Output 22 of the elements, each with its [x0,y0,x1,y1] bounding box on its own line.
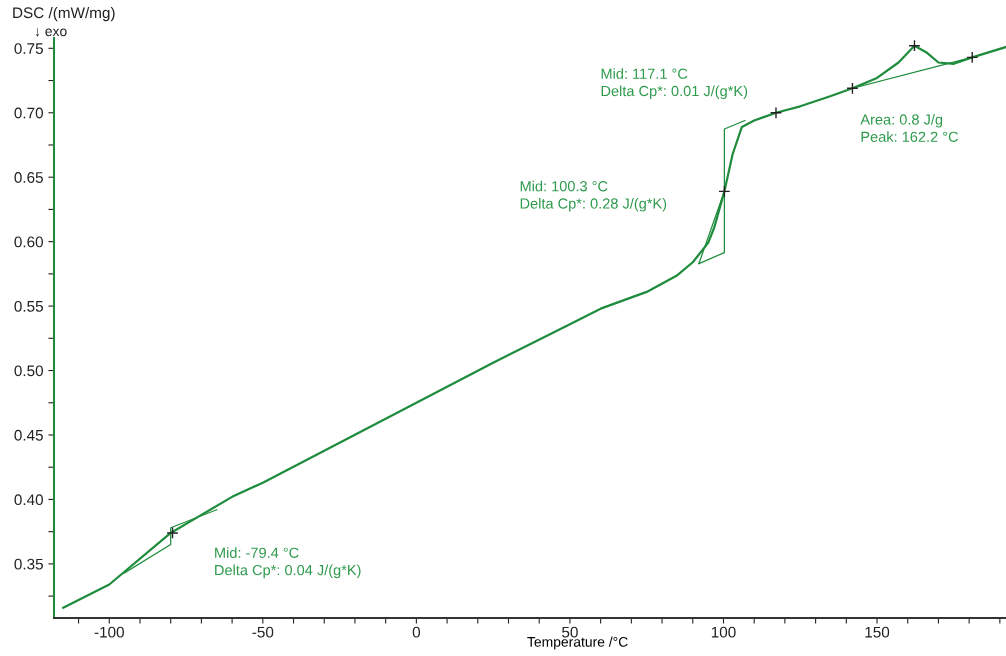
y-tick-label: 0.35 [14,558,43,570]
annotation: Mid: 117.1 °C Delta Cp*: 0.01 J/(g*K) [601,68,748,100]
y-tick-label: 0.55 [14,300,43,312]
x-tick-label: 100 [711,626,736,638]
annotation: Mid: -79.4 °C Delta Cp*: 0.04 J/(g*K) [215,547,361,579]
y-tick-label: 0.45 [14,429,43,441]
y-tick-label: 0.65 [14,172,43,183]
y-tick-label: 0.70 [14,107,43,119]
x-tick-label: 50 [562,626,578,638]
x-tick-label: -50 [252,626,274,638]
y-tick-label: 0.40 [14,494,43,506]
y-axis-title: DSC /(mW/mg) [13,6,115,22]
x-tick-label: -100 [94,626,124,638]
annotation: Mid: 100.3 °C Delta Cp*: 0.28 J/(g*K) [520,180,667,212]
annotation: Area: 0.8 J/g Peak: 162.2 °C [860,113,959,142]
y-tick-label: 0.50 [14,365,43,377]
x-tick-label: 0 [412,626,421,638]
text: ↓ exo [35,28,67,37]
y-tick-label: 0.75 [14,43,43,54]
x-tick-label: 150 [865,626,890,638]
x-axis-title: Temperature /°C [527,636,628,650]
y-tick-label: 0.60 [14,236,43,248]
